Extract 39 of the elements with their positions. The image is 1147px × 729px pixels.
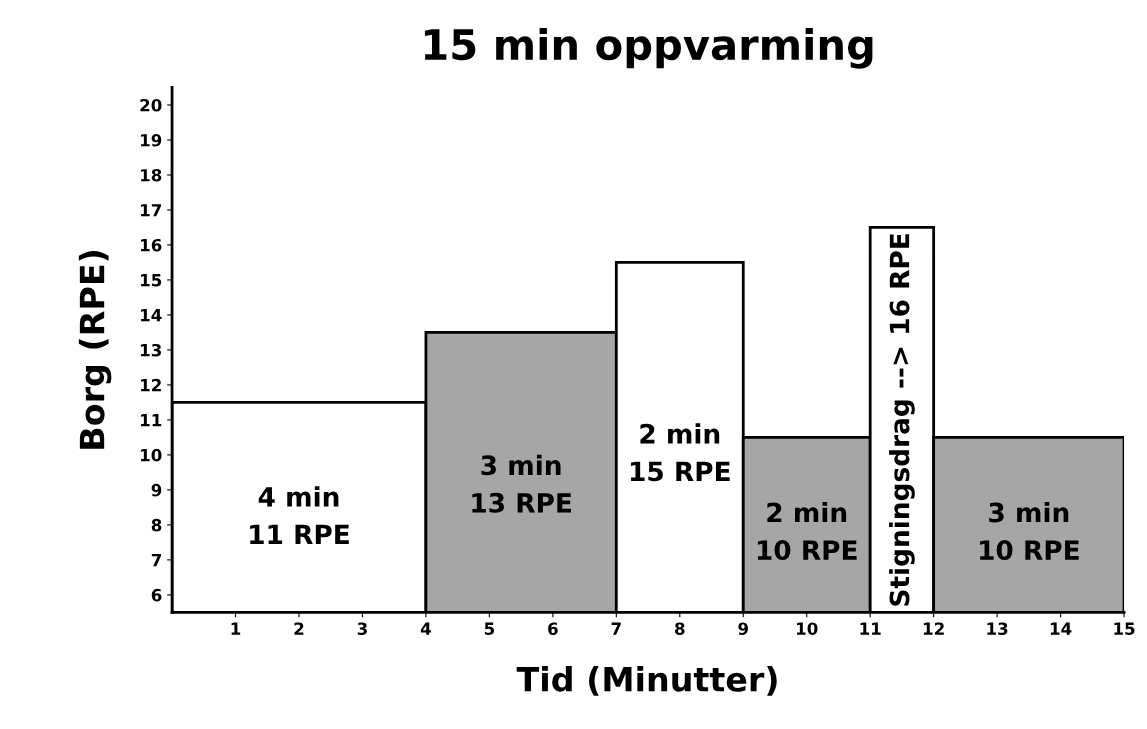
annotation: 2 min 15 RPE xyxy=(630,423,730,482)
x-tick-label: 11 xyxy=(860,622,881,635)
y-tick-label: 15 xyxy=(141,274,162,287)
y-tick-label: 17 xyxy=(141,204,161,217)
x-tick-label: 14 xyxy=(1050,622,1072,635)
y-tick-label: 19 xyxy=(141,133,162,147)
x-tick-label: 1 xyxy=(231,622,241,635)
x-tick-label: 8 xyxy=(675,622,685,635)
y-tick-label: 16 xyxy=(141,238,162,252)
x-tick-label: 7 xyxy=(611,622,621,635)
y-tick-label: 18 xyxy=(141,168,162,182)
x-tick-label: 9 xyxy=(738,622,748,635)
y-tick-label: 9 xyxy=(151,483,162,497)
x-tick-label: 6 xyxy=(548,622,558,635)
y-tick-label: 8 xyxy=(151,518,162,532)
annotation: 2 min 10 RPE xyxy=(757,502,857,561)
annotation: 4 min 11 RPE xyxy=(250,486,349,544)
x-tick-label: 2 xyxy=(294,622,304,635)
y-axis-title: Borg (RPE) xyxy=(78,251,112,449)
annotation: 3 min 13 RPE xyxy=(472,454,571,513)
annotation: Stigningsdrag --> 16 RPE xyxy=(889,234,915,606)
y-tick-label: 14 xyxy=(141,309,162,322)
y-tick-label: 13 xyxy=(141,343,161,357)
y-tick-label: 10 xyxy=(141,448,162,462)
chart-title: 15 min oppvarming xyxy=(424,28,873,69)
x-tick-label: 3 xyxy=(357,622,367,635)
y-tick-label: 7 xyxy=(151,554,161,567)
x-tick-label: 15 xyxy=(1114,622,1135,635)
y-tick-label: 12 xyxy=(141,378,161,392)
x-tick-label: 13 xyxy=(987,622,1008,635)
x-tick-label: 12 xyxy=(923,622,944,635)
y-tick-label: 20 xyxy=(140,98,162,112)
y-tick-label: 11 xyxy=(141,414,162,427)
annotation: 3 min 10 RPE xyxy=(980,502,1079,561)
x-tick-label: 10 xyxy=(797,622,818,635)
x-axis-title: Tid (Minutter) xyxy=(516,665,777,696)
x-tick-label: 4 xyxy=(420,622,431,635)
x-tick-label: 5 xyxy=(484,622,495,635)
y-tick-label: 6 xyxy=(151,588,162,602)
